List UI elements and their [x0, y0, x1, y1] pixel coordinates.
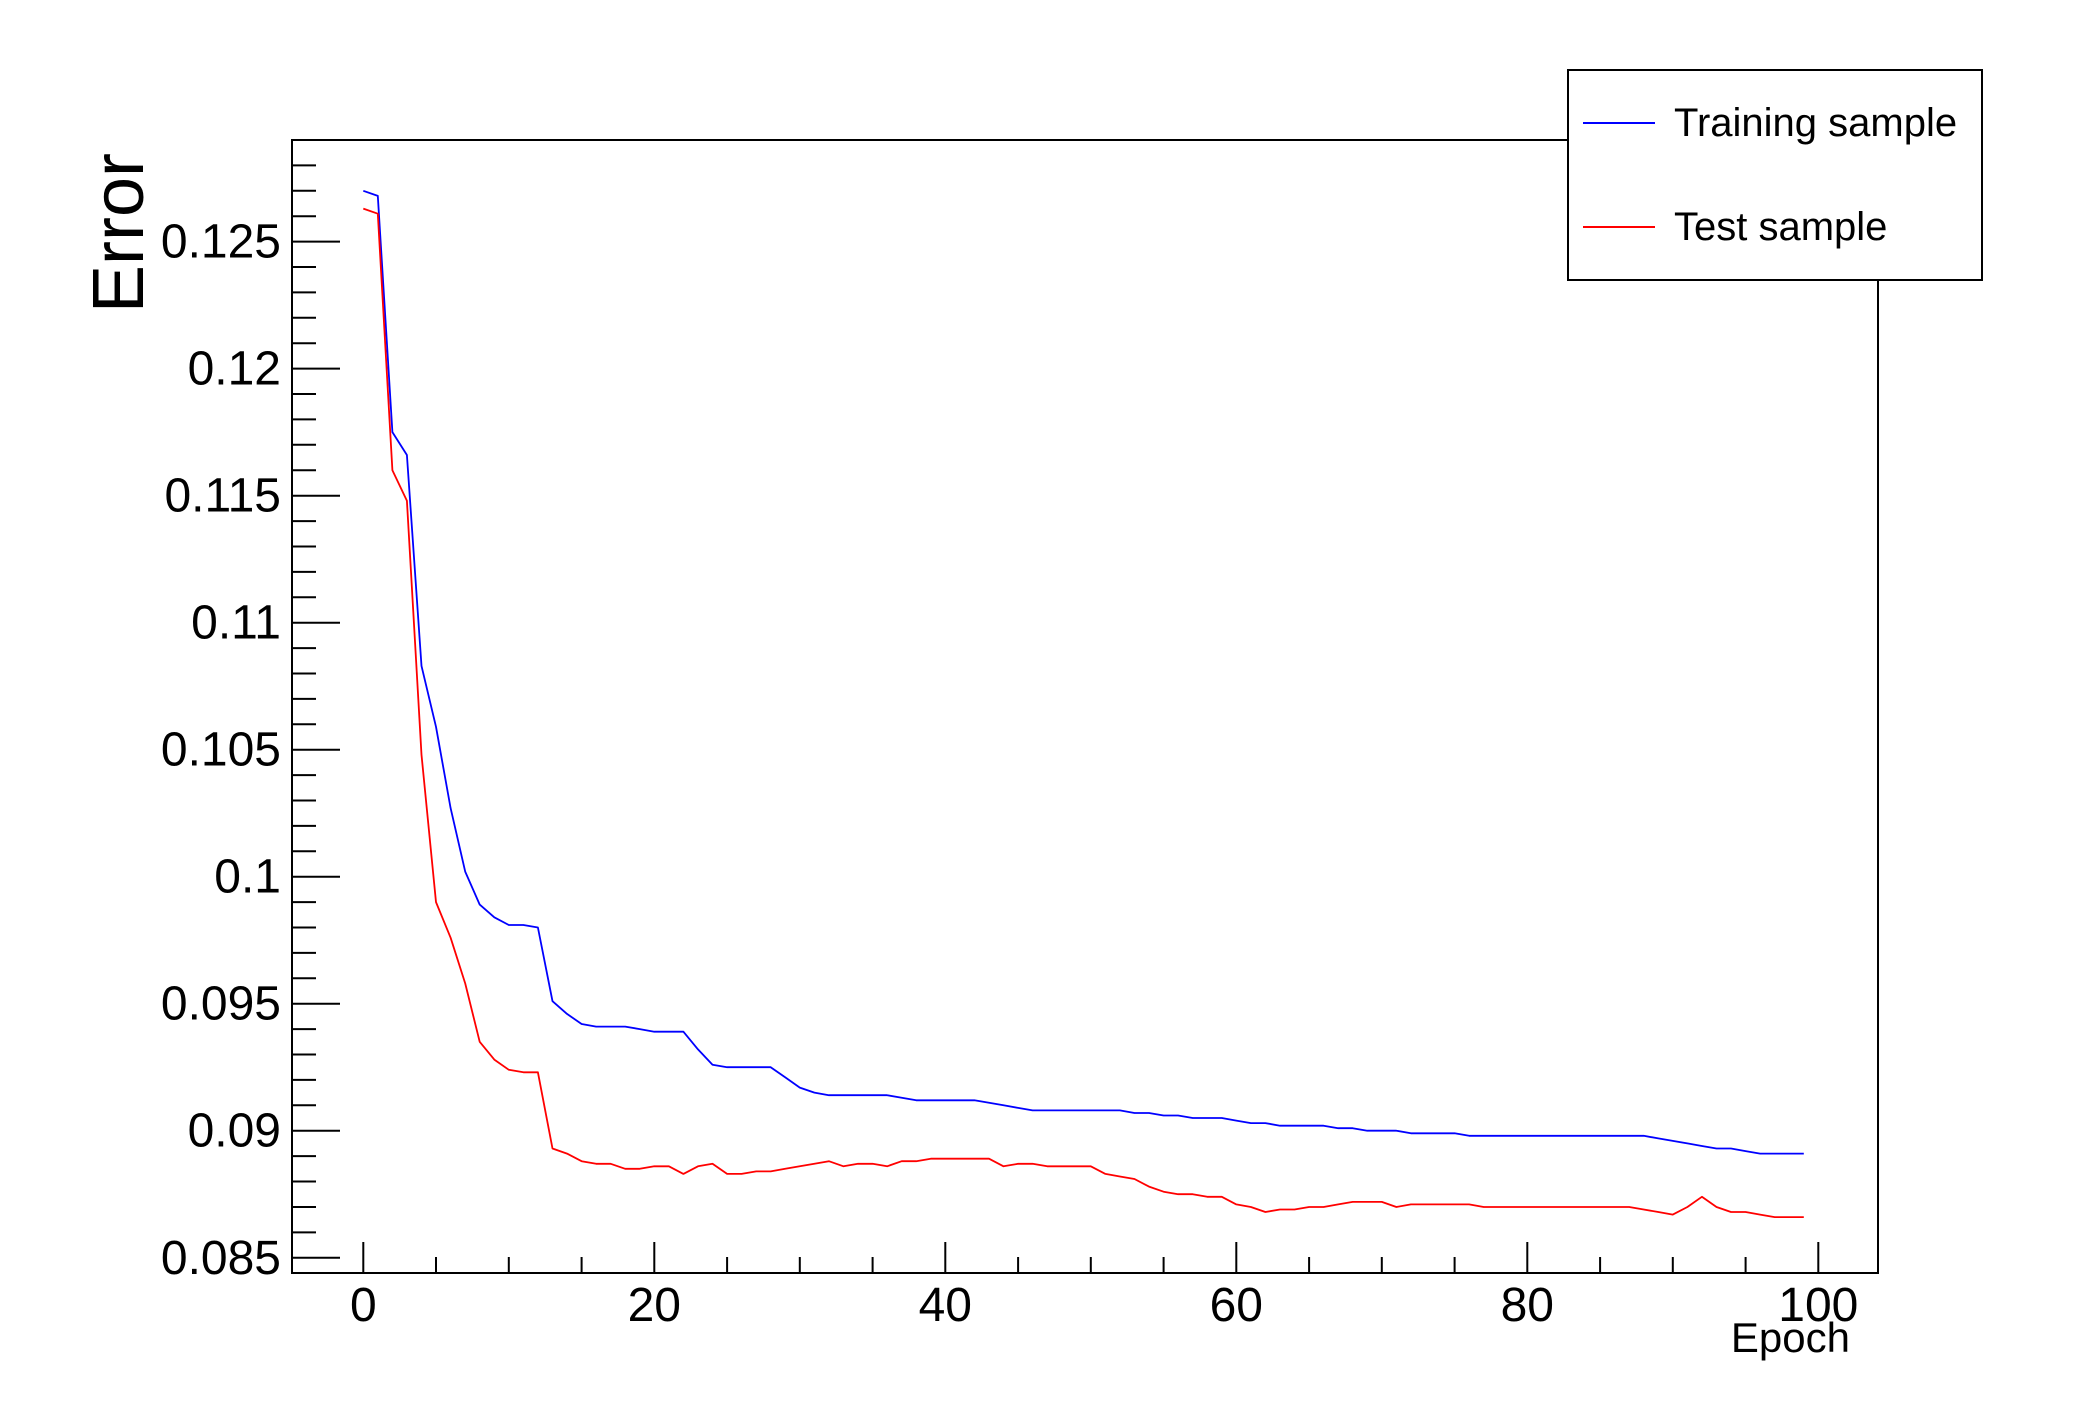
y-tick-label: 0.125: [161, 216, 281, 269]
y-tick-label: 0.105: [161, 724, 281, 777]
y-tick-label: 0.1: [214, 851, 281, 904]
legend: Training sample Test sample: [1567, 69, 1983, 281]
y-tick-label: 0.12: [188, 343, 281, 396]
major-ticks: [292, 240, 1820, 1273]
y-tick-label: 0.09: [188, 1105, 281, 1158]
y-tick-label: 0.085: [161, 1232, 281, 1285]
plot-frame: [291, 139, 1879, 1274]
x-tick-label: 80: [1501, 1279, 1554, 1332]
x-tick-label: 60: [1210, 1279, 1263, 1332]
legend-entry-test: Test sample: [1569, 175, 1981, 279]
plot-area: 0 20 40 60 80 100 0.085 0.09 0.095 0.1 0.105 0.11 0.…: [161, 139, 1879, 1332]
training-line-swatch: [1583, 122, 1655, 124]
x-tick-label: 20: [628, 1279, 681, 1332]
x-tick-label: 40: [919, 1279, 972, 1332]
legend-label-training: Training sample: [1674, 100, 1958, 145]
y-tick-label: 0.115: [164, 470, 281, 523]
test-line-swatch: [1583, 226, 1655, 228]
y-tick-label: 0.11: [191, 597, 281, 650]
minor-ticks: [292, 139, 1747, 1273]
legend-label-test: Test sample: [1674, 204, 1888, 249]
x-tick-label: 100: [1778, 1279, 1858, 1332]
x-tick-label: 0: [350, 1279, 377, 1332]
y-tick-label: 0.095: [161, 978, 281, 1031]
y-axis-title: Error: [79, 153, 159, 313]
legend-entry-training: Training sample: [1569, 71, 1981, 175]
test-series-line: [363, 207, 1804, 1218]
training-series-line: [363, 189, 1804, 1155]
x-axis-title: Epoch: [1731, 1314, 1850, 1361]
